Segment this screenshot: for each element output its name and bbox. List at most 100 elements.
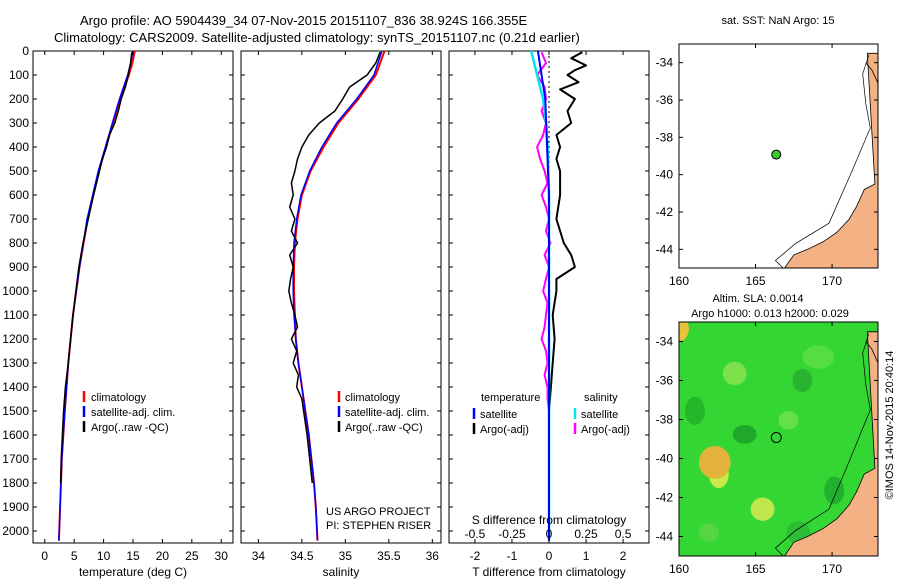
sla-anomaly-blob [684,396,705,425]
depth-tick-label: 2000 [2,524,29,538]
annotation-project: US ARGO PROJECT [326,506,431,518]
sla-anomaly-blob [750,497,775,521]
depth-tick-label: 0 [22,44,29,58]
title-line1: Argo profile: AO 5904439_34 07-Nov-2015 … [80,13,528,28]
lat-tick-label: -42 [656,205,674,219]
lon-tick-label: 160 [669,562,689,576]
legend-label: satellite [581,409,618,421]
x-tick-label-top: 0.25 [574,527,598,541]
x-tick-label-top: 0.5 [615,527,632,541]
series-climatology [293,50,386,541]
x-tick-label-top: 0 [546,527,553,541]
x-tick-label: 5 [71,549,78,563]
sla-anomaly-blob [722,361,747,386]
legend-label: Argo(-adj) [480,424,529,436]
lat-tick-label: -36 [656,93,674,107]
depth-tick-label: 100 [9,68,29,82]
legend-title-temperature: temperature [481,392,540,404]
depth-tick-label: 1300 [2,356,29,370]
sla-anomaly-blob [778,410,799,430]
stamp-text: ©IMOS 14-Nov-2015 20:40:14 [884,350,896,500]
lon-tick-label: 170 [822,274,842,288]
lon-tick-label: 170 [822,562,842,576]
depth-tick-label: 1000 [2,284,29,298]
lat-tick-label: -38 [656,413,674,427]
series-climatology [57,50,136,541]
x-axis-label: temperature (deg C) [79,565,187,579]
lat-tick-label: -36 [656,374,674,388]
temperature-frame [32,50,234,544]
x-tick-label: 25 [185,549,199,563]
lat-tick-label: -42 [656,491,674,505]
lon-tick-label: 160 [669,274,689,288]
shelf-contour [774,333,871,556]
depth-tick-label: 1600 [2,428,29,442]
x-tick-label-top: -0.25 [498,527,526,541]
coastline [865,62,879,84]
sla-anomaly-blob [732,424,757,444]
sla-anomaly-blob [679,322,689,343]
argo-float-marker [770,432,782,444]
depth-tick-label: 1700 [2,452,29,466]
depth-tick-label: 1200 [2,332,29,346]
depth-tick-label: 800 [9,236,29,250]
salinity-frame [240,50,442,544]
map-sst-frame [678,43,879,269]
x-tick-label: 1 [583,549,590,563]
depth-tick-label: 1800 [2,476,29,490]
series-satellite-adj-clim- [58,50,134,541]
x-tick-label: -1 [507,549,518,563]
land-new-zealand [784,331,878,556]
sla-anomaly-blob [802,345,835,369]
shelf-contour [774,55,871,268]
x-tick-label: 0 [41,549,48,563]
annotation-pi: PI: STEPHEN RISER [326,520,431,532]
sla-anomaly-blob [698,523,719,542]
x-tick-label: 34.5 [290,549,314,563]
map-sst-title: sat. SST: NaN Argo: 15 [721,15,834,27]
x-tick-label: -2 [470,549,481,563]
x-tick-label: 35 [339,549,353,563]
depth-tick-label: 900 [9,260,29,274]
depth-tick-label: 1100 [3,308,29,322]
x-axis-label-top: S difference from climatology [472,513,627,527]
x-axis-label: salinity [323,565,360,579]
depth-tick-label: 700 [9,212,29,226]
sla-anomaly-blob [792,368,813,393]
depth-tick-label: 500 [9,164,29,178]
lat-tick-label: -44 [656,530,674,544]
depth-tick-label: 200 [9,92,29,106]
argo-float-marker [771,149,782,160]
x-tick-label: 34 [252,549,266,563]
map-sst-content [774,52,878,268]
lat-tick-label: -34 [656,56,674,70]
sla-anomaly-blob [698,446,731,479]
land-new-zealand [784,52,878,268]
lat-tick-label: -40 [656,452,674,466]
depth-tick-label: 400 [9,140,29,154]
legend-label: climatology [91,392,147,404]
series-argo-raw-qc- [288,51,381,484]
series-s-argo [536,51,552,412]
x-tick-label: 10 [97,549,111,563]
x-tick-label: 2 [620,549,627,563]
x-tick-label: 36 [426,549,440,563]
series-t-satellite [536,50,550,541]
lon-tick-label: 165 [746,562,766,576]
x-tick-label: 30 [215,549,229,563]
legend-title-salinity: salinity [584,392,618,404]
x-tick-label: 35.5 [377,549,401,563]
legend-label: Argo(..raw -QC) [345,422,423,434]
x-axis-label: T difference from climatology [472,565,626,579]
legend-label: Argo(..raw -QC) [91,422,169,434]
depth-tick-label: 1400 [2,380,29,394]
depth-tick-label: 1900 [2,500,29,514]
map-sla-frame [678,321,879,557]
lat-tick-label: -38 [656,130,674,144]
map-sla-title-1: Altim. SLA: 0.0014 [712,293,803,305]
x-tick-label: 15 [126,549,140,563]
title-line2: Climatology: CARS2009. Satellite-adjuste… [54,30,580,45]
legend-label: climatology [345,392,401,404]
lon-tick-label: 165 [746,274,766,288]
